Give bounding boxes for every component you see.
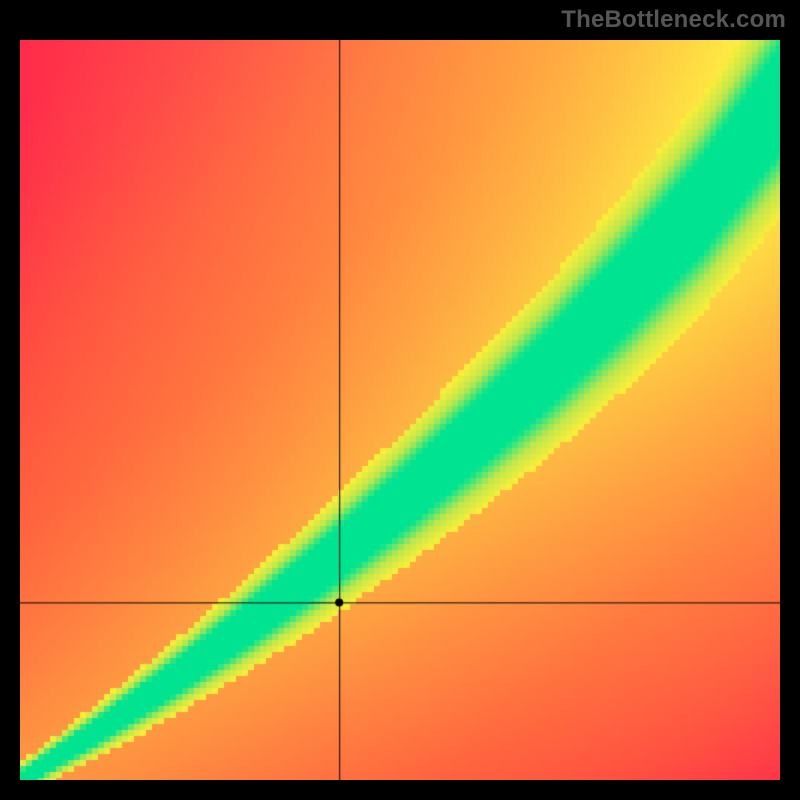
plot-border-bottom	[0, 780, 800, 800]
plot-border-left	[0, 0, 20, 800]
watermark-text: TheBottleneck.com	[561, 6, 786, 34]
chart-frame: { "figure": { "type": "heatmap", "waterm…	[0, 0, 800, 800]
bottleneck-heatmap	[0, 0, 800, 800]
plot-border-right	[780, 0, 800, 800]
